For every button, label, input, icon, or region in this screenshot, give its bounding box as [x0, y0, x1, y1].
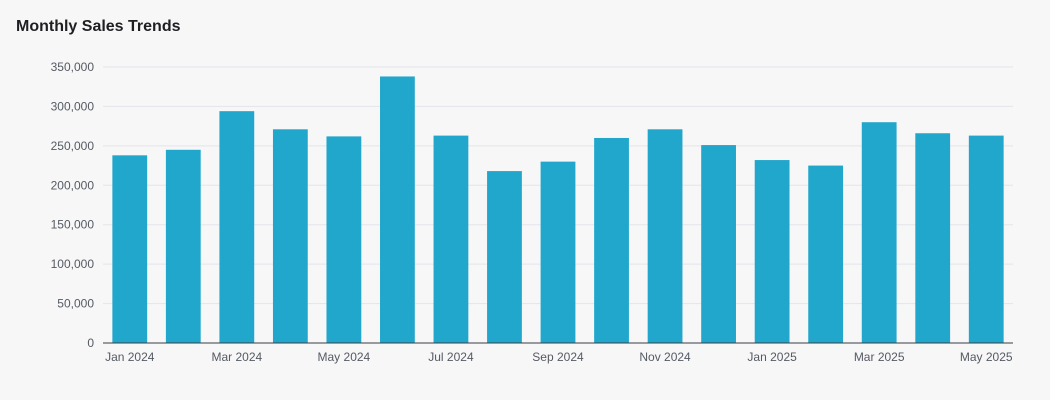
bar — [808, 165, 844, 343]
x-tick-label: Mar 2024 — [211, 350, 262, 364]
y-tick-label: 200,000 — [51, 178, 95, 192]
bar — [915, 133, 951, 343]
x-tick-label: Sep 2024 — [532, 350, 584, 364]
y-tick-label: 300,000 — [51, 99, 95, 113]
bar — [272, 129, 308, 343]
bar — [112, 155, 148, 343]
bar — [165, 149, 201, 343]
bar — [380, 76, 415, 343]
y-tick-label: 150,000 — [51, 218, 95, 232]
bar — [219, 111, 255, 343]
bar — [647, 129, 683, 343]
bars — [112, 76, 1004, 343]
y-tick-label: 100,000 — [51, 257, 95, 271]
chart-title: Monthly Sales Trends — [16, 18, 181, 35]
bar — [754, 160, 790, 343]
bar — [326, 136, 362, 343]
bar — [540, 161, 576, 343]
x-tick-label: Jan 2025 — [747, 350, 797, 364]
x-tick-label: Nov 2024 — [639, 350, 691, 364]
bar — [861, 122, 897, 343]
bar — [594, 137, 629, 343]
bar — [433, 135, 469, 343]
y-tick-label: 50,000 — [57, 297, 94, 311]
bar — [968, 135, 1004, 343]
bar — [701, 145, 736, 343]
x-tick-label: Jan 2024 — [105, 350, 155, 364]
x-tick-label: May 2025 — [960, 350, 1013, 364]
y-tick-label: 350,000 — [51, 60, 95, 74]
y-tick-label: 250,000 — [51, 139, 95, 153]
x-tick-label: Jul 2024 — [428, 350, 474, 364]
x-tick-label: Mar 2025 — [854, 350, 905, 364]
y-tick-label: 0 — [87, 336, 94, 350]
x-tick-label: May 2024 — [318, 350, 371, 364]
y-axis-ticks: 0 50,000 100,000 150,000 200,000 250,000 300,0… — [51, 60, 95, 350]
bar — [487, 171, 522, 343]
x-axis-ticks: Jan 2024 Mar 2024 May 2024 Jul 2024 Sep 2024… — [105, 350, 1013, 364]
